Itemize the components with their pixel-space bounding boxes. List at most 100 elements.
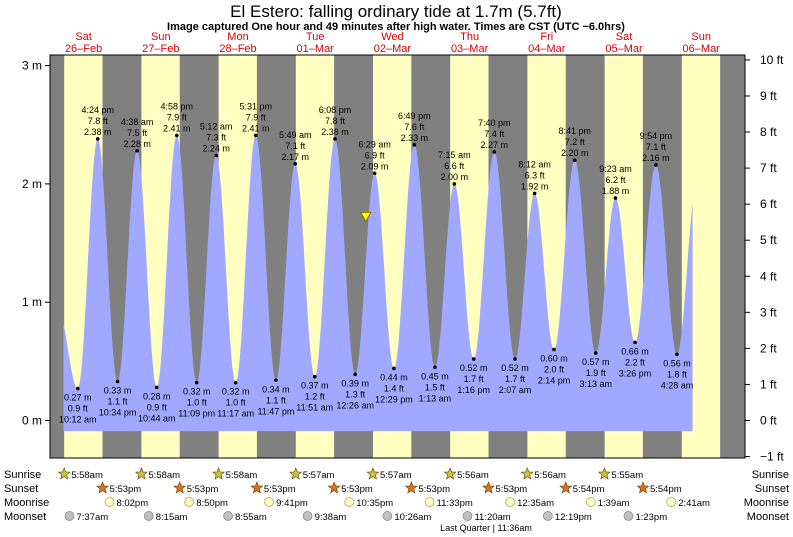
low-tide-metres: 0.39 m [341, 378, 369, 388]
low-tide-time: 1:16 pm [457, 385, 490, 395]
moonset-moon-icon [143, 511, 154, 521]
moonrise-time: 10:35pm [356, 498, 393, 509]
high-tide-metres: 2.09 m [361, 161, 389, 171]
low-tide-metres: 0.57 m [582, 357, 610, 367]
day-label-dow: Sun [691, 31, 711, 43]
high-tide-metres: 2.28 m [123, 139, 151, 149]
low-tide-feet: 2.2 ft [625, 357, 646, 367]
moonset-moon-icon [64, 511, 75, 521]
sunrise-time: 5:58am [148, 470, 180, 481]
low-tide-metres: 0.32 m [183, 387, 211, 397]
day-label-dow: Thu [460, 31, 479, 43]
tide-curve-area [63, 135, 693, 432]
high-tide-feet: 7.1 ft [285, 141, 306, 151]
high-tide-feet: 7.3 ft [206, 133, 227, 143]
low-tide-point [513, 357, 517, 361]
low-tide-metres: 0.52 m [460, 363, 488, 373]
right-axis-tick-label: 1 ft [760, 377, 777, 391]
high-tide-feet: 7.5 ft [127, 128, 148, 138]
day-label-date: 05–Mar [605, 43, 643, 55]
low-tide-metres: 0.44 m [380, 372, 408, 382]
high-tide-time: 4:58 pm [161, 101, 194, 111]
sunrise-time: 5:56am [534, 470, 566, 481]
high-tide-time: 8:41 pm [558, 126, 591, 136]
high-tide-metres: 2.38 m [321, 127, 349, 137]
day-label-date: 03–Mar [451, 43, 489, 55]
low-tide-point [233, 380, 238, 385]
sunrise-time: 5:58am [71, 470, 103, 481]
low-tide-metres: 0.32 m [222, 387, 250, 397]
high-tide-time: 8:12 am [518, 159, 551, 169]
high-tide-point [492, 150, 497, 154]
high-tide-point [214, 153, 218, 158]
high-tide-feet: 7.9 ft [167, 112, 188, 122]
day-label-date: 28–Feb [219, 43, 256, 55]
day-label-date: 01–Mar [297, 43, 335, 55]
high-tide-feet: 6.6 ft [444, 161, 465, 171]
day-label-dow: Tue [306, 31, 325, 43]
high-tide-point [293, 161, 298, 166]
moonset-time: 8:55am [235, 512, 267, 523]
high-tide-metres: 2.33 m [401, 133, 429, 143]
sunset-star-icon [482, 481, 495, 494]
high-tide-time: 6:49 pm [398, 111, 431, 121]
moonset-time: 12:19pm [555, 512, 592, 523]
sunset-star-icon [327, 481, 341, 494]
high-tide-point [412, 143, 417, 147]
high-tide-metres: 2.17 m [282, 152, 310, 162]
low-tide-time: 11:47 pm [257, 406, 294, 416]
low-tide-metres: 0.28 m [143, 391, 171, 401]
sunrise-star-icon [134, 467, 148, 480]
high-tide-point [333, 137, 337, 141]
chart-subtitle: Image captured One hour and 49 minutes a… [167, 21, 625, 33]
sunrise-star-icon [212, 467, 226, 480]
low-tide-point [633, 340, 637, 345]
high-tide-time: 5:49 am [279, 130, 312, 140]
sunrise-time: 5:57am [303, 470, 335, 481]
low-tide-point [433, 365, 437, 370]
low-tide-point [76, 386, 80, 391]
low-tide-feet: 1.1 ft [108, 396, 129, 406]
moonset-time: 1:23pm [635, 512, 667, 523]
tide-extrema-labels: 4:24 pm7.8 ft2.38 m4:38 am7.5 ft2.28 m4:… [59, 101, 693, 424]
day-label-date: 26–Feb [65, 43, 102, 55]
moonrise-time: 12:35am [517, 498, 554, 509]
moonrise-moon-icon [184, 497, 195, 507]
low-tide-feet: 1.8 ft [667, 369, 688, 379]
high-tide-feet: 7.9 ft [246, 112, 267, 122]
high-tide-point [654, 163, 658, 167]
sunset-time: 5:54pm [573, 484, 605, 495]
high-tide-metres: 2.41 m [242, 123, 270, 133]
moonrise-moon-icon [104, 497, 115, 507]
low-tide-feet: 1.2 ft [305, 392, 326, 402]
high-tide-point [253, 133, 258, 138]
sunset-time: 5:53pm [496, 484, 528, 495]
high-tide-time: 4:24 pm [81, 105, 114, 115]
moonset-moon-icon [382, 511, 393, 521]
high-tide-point [95, 137, 100, 141]
current-tide-triangle [360, 211, 372, 223]
low-tide-feet: 1.1 ft [266, 395, 287, 405]
moonset-moon-icon [462, 511, 473, 521]
low-tide-time: 10:34 pm [99, 407, 137, 417]
high-tide-feet: 6.2 ft [606, 175, 627, 185]
high-tide-feet: 6.9 ft [365, 150, 386, 160]
low-tide-time: 2:07 am [499, 385, 532, 395]
high-tide-metres: 2.16 m [642, 153, 670, 163]
right-axis-tick-label: 4 ft [760, 269, 777, 283]
sunset-time: 5:53pm [418, 484, 450, 495]
moonset-moon-icon [302, 511, 313, 521]
high-tide-time: 5:31 pm [239, 101, 272, 111]
moonrise-moon-icon [505, 497, 515, 507]
low-tide-point [154, 385, 159, 390]
low-tide-metres: 0.33 m [104, 385, 132, 395]
low-tide-feet: 0.9 ft [68, 404, 89, 414]
day-label-dow: Sat [616, 31, 633, 43]
low-tide-metres: 0.60 m [540, 354, 568, 364]
almanac-label-left: Sunset [4, 483, 38, 495]
sunset-star-icon [173, 481, 187, 494]
right-axis-tick-label: 9 ft [760, 89, 777, 103]
moonrise-time: 1:39am [598, 498, 630, 509]
left-axis-tick-label: 3 m [22, 59, 42, 73]
sunset-time: 5:53pm [264, 484, 296, 495]
